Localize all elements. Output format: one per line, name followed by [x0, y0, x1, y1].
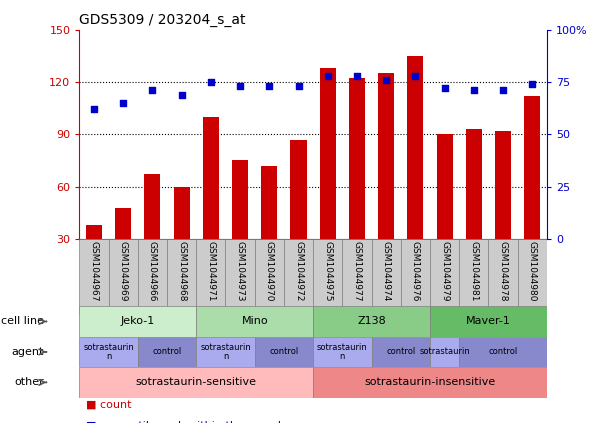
Text: GDS5309 / 203204_s_at: GDS5309 / 203204_s_at — [79, 13, 246, 27]
Bar — [371, 239, 401, 315]
Text: Z138: Z138 — [357, 316, 386, 327]
Point — [323, 72, 332, 79]
Bar — [459, 337, 547, 367]
Text: GSM1044969: GSM1044969 — [119, 241, 128, 302]
Bar — [115, 208, 131, 239]
Text: GSM1044981: GSM1044981 — [469, 241, 478, 302]
Text: ■ count: ■ count — [86, 400, 131, 410]
Text: Jeko-1: Jeko-1 — [121, 316, 155, 327]
Text: Maver-1: Maver-1 — [466, 316, 511, 327]
Text: cell line: cell line — [1, 316, 44, 327]
Point — [148, 87, 158, 94]
Text: ■ percentile rank within the sample: ■ percentile rank within the sample — [86, 421, 287, 423]
Text: GSM1044973: GSM1044973 — [236, 241, 244, 302]
Bar — [255, 337, 313, 367]
Text: sotrastaurin
n: sotrastaurin n — [83, 343, 134, 361]
Bar — [437, 135, 453, 239]
Text: sotrastaurin
n: sotrastaurin n — [200, 343, 251, 361]
Bar — [495, 131, 511, 239]
Bar — [232, 160, 248, 239]
Bar — [320, 68, 336, 239]
Bar — [225, 239, 255, 315]
Bar — [290, 140, 307, 239]
Bar — [408, 56, 423, 239]
Bar — [371, 337, 430, 367]
Text: control: control — [488, 347, 518, 357]
Point — [265, 83, 274, 90]
Point — [177, 91, 186, 98]
Point — [381, 77, 391, 83]
Text: sotrastaurin
n: sotrastaurin n — [317, 343, 368, 361]
Bar — [196, 337, 255, 367]
Bar — [167, 239, 196, 315]
Bar — [79, 306, 196, 337]
Bar — [313, 306, 430, 337]
Bar — [430, 306, 547, 337]
Bar — [430, 239, 459, 315]
Text: GSM1044966: GSM1044966 — [148, 241, 157, 302]
Bar — [86, 225, 102, 239]
Bar — [284, 239, 313, 315]
Bar — [79, 337, 138, 367]
Bar — [144, 174, 161, 239]
Bar — [138, 337, 196, 367]
Bar — [430, 337, 459, 367]
Bar — [342, 239, 371, 315]
Point — [498, 87, 508, 94]
Bar — [196, 306, 313, 337]
Text: GSM1044968: GSM1044968 — [177, 241, 186, 302]
Point — [206, 79, 216, 85]
Text: Mino: Mino — [241, 316, 268, 327]
Text: sotrastaurin-sensitive: sotrastaurin-sensitive — [136, 377, 257, 387]
Text: control: control — [153, 347, 181, 357]
Text: control: control — [386, 347, 415, 357]
Text: GSM1044977: GSM1044977 — [353, 241, 362, 302]
Point — [235, 83, 245, 90]
Bar — [138, 239, 167, 315]
Bar — [378, 73, 394, 239]
Point — [469, 87, 478, 94]
Text: GSM1044967: GSM1044967 — [90, 241, 98, 302]
Text: GSM1044975: GSM1044975 — [323, 241, 332, 302]
Text: GSM1044972: GSM1044972 — [294, 241, 303, 302]
Point — [294, 83, 304, 90]
Bar — [459, 239, 488, 315]
Text: GSM1044979: GSM1044979 — [440, 241, 449, 302]
Text: GSM1044980: GSM1044980 — [528, 241, 536, 302]
Bar — [174, 187, 189, 239]
Point — [352, 72, 362, 79]
Bar — [518, 239, 547, 315]
Bar — [196, 239, 225, 315]
Bar — [262, 166, 277, 239]
Text: GSM1044971: GSM1044971 — [207, 241, 216, 302]
Bar — [466, 129, 482, 239]
Bar — [79, 367, 313, 398]
Text: other: other — [14, 377, 44, 387]
Bar — [79, 239, 109, 315]
Bar — [313, 367, 547, 398]
Bar — [313, 337, 371, 367]
Text: GSM1044974: GSM1044974 — [382, 241, 390, 302]
Bar — [349, 79, 365, 239]
Bar — [524, 96, 540, 239]
Bar — [401, 239, 430, 315]
Bar — [203, 117, 219, 239]
Point — [119, 99, 128, 106]
Text: GSM1044978: GSM1044978 — [499, 241, 508, 302]
Text: GSM1044976: GSM1044976 — [411, 241, 420, 302]
Text: sotrastaurin-insensitive: sotrastaurin-insensitive — [364, 377, 496, 387]
Text: sotrastaurin: sotrastaurin — [419, 347, 470, 357]
Text: GSM1044970: GSM1044970 — [265, 241, 274, 302]
Bar — [109, 239, 138, 315]
Text: control: control — [269, 347, 299, 357]
Text: agent: agent — [12, 347, 44, 357]
Point — [440, 85, 450, 92]
Bar — [488, 239, 518, 315]
Point — [527, 81, 537, 88]
Point — [411, 72, 420, 79]
Point — [89, 106, 99, 113]
Bar — [313, 239, 342, 315]
Bar — [255, 239, 284, 315]
